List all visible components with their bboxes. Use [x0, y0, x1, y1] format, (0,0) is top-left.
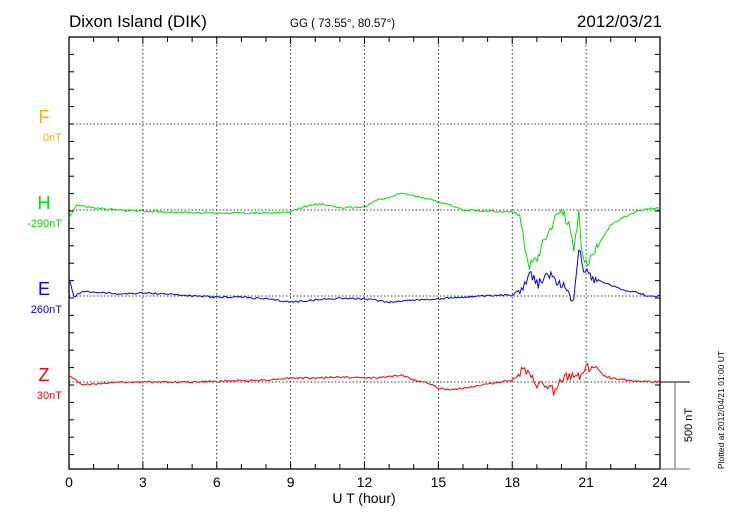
series-baseline-z: 30nT	[37, 390, 62, 402]
x-tick-label: 21	[578, 474, 594, 490]
grid	[69, 37, 660, 469]
traces	[68, 192, 661, 396]
coordinates-subtitle: GG ( 73.55°, 80.57°)	[290, 18, 395, 30]
axis-ticks: 0 3 6 9 12 15 18 21 24	[65, 37, 668, 490]
x-tick-label: 12	[357, 474, 373, 490]
series-name-e: E	[38, 279, 50, 299]
series-name-z: Z	[39, 365, 50, 385]
scale-bar: 500 nT	[660, 381, 695, 470]
series-name-h: H	[38, 193, 51, 213]
x-tick-label: 6	[213, 474, 221, 490]
x-tick-label: 0	[65, 474, 73, 490]
x-tick-label: 15	[431, 474, 447, 490]
trace-z	[68, 362, 661, 396]
station-title: Dixon Island (DIK)	[69, 12, 207, 31]
date-label: 2012/03/21	[577, 12, 662, 31]
series-baseline-f: 0nT	[43, 132, 62, 144]
series-labels: F 0nT H -290nT E 260nT Z 30nT	[27, 107, 62, 402]
series-baseline-h: -290nT	[27, 218, 62, 230]
x-tick-label: 9	[287, 474, 295, 490]
x-axis-label: U T (hour)	[332, 490, 395, 506]
scale-bar-label: 500 nT	[683, 408, 695, 443]
x-tick-label: 3	[139, 474, 147, 490]
x-tick-label: 24	[652, 474, 668, 490]
plotted-note: Plotted at 2012/04/21 01:00 UT	[716, 351, 726, 469]
x-tick-label: 18	[504, 474, 520, 490]
series-baseline-e: 260nT	[31, 304, 62, 316]
trace-h	[68, 192, 661, 270]
series-name-f: F	[39, 107, 50, 127]
trace-e	[68, 249, 661, 304]
